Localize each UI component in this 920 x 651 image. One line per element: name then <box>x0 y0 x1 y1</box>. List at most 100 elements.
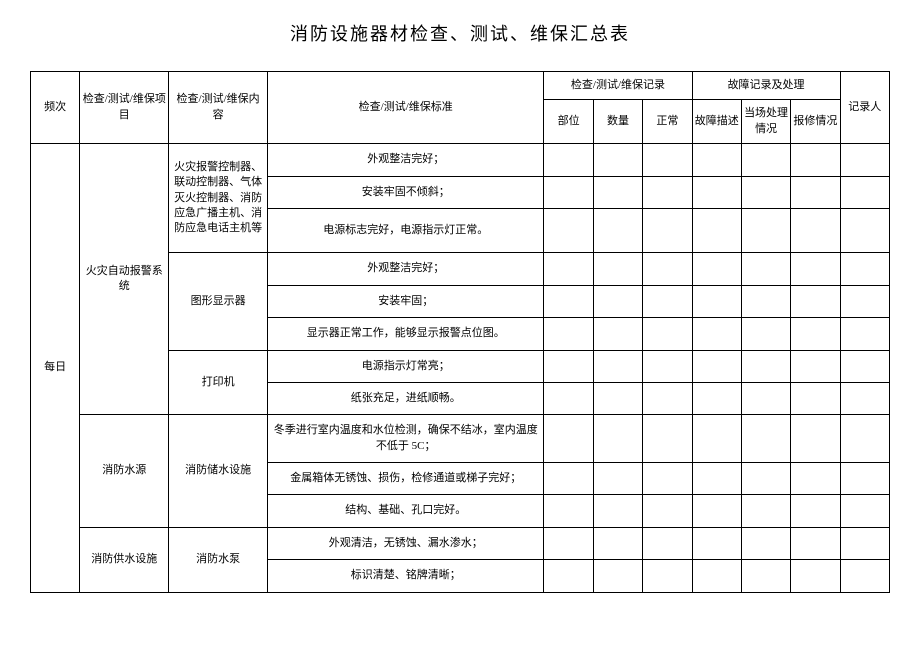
cell-empty <box>593 350 642 382</box>
cell-standard: 外观整洁完好； <box>267 253 544 285</box>
cell-empty <box>791 144 840 176</box>
cell-empty <box>692 415 741 463</box>
cell-standard: 电源指示灯常亮； <box>267 350 544 382</box>
cell-empty <box>692 176 741 208</box>
cell-empty <box>791 463 840 495</box>
cell-empty <box>593 208 642 252</box>
cell-empty <box>791 350 840 382</box>
cell-frequency: 每日 <box>31 144 80 592</box>
cell-empty <box>840 560 889 592</box>
cell-standard: 纸张充足，进纸顺畅。 <box>267 382 544 414</box>
cell-empty <box>643 495 692 527</box>
cell-empty <box>544 495 593 527</box>
header-recorder: 记录人 <box>840 72 889 144</box>
cell-empty <box>544 527 593 559</box>
header-content: 检查/测试/维保内容 <box>169 72 268 144</box>
header-quantity: 数量 <box>593 100 642 144</box>
cell-empty <box>741 527 790 559</box>
cell-empty <box>840 285 889 317</box>
cell-empty <box>791 560 840 592</box>
cell-project-alarm: 火灾自动报警系统 <box>80 144 169 415</box>
cell-empty <box>741 208 790 252</box>
cell-empty <box>593 318 642 350</box>
cell-empty <box>692 382 741 414</box>
cell-empty <box>791 495 840 527</box>
cell-empty <box>593 495 642 527</box>
header-fault-desc: 故障描述 <box>692 100 741 144</box>
cell-empty <box>692 253 741 285</box>
cell-empty <box>593 560 642 592</box>
cell-standard: 安装牢固； <box>267 285 544 317</box>
cell-empty <box>741 176 790 208</box>
cell-empty <box>791 208 840 252</box>
cell-empty <box>840 253 889 285</box>
cell-empty <box>544 318 593 350</box>
cell-standard: 外观整洁完好； <box>267 144 544 176</box>
header-repair: 报修情况 <box>791 100 840 144</box>
cell-empty <box>741 495 790 527</box>
cell-empty <box>741 253 790 285</box>
cell-standard: 外观清洁，无锈蚀、漏水渗水； <box>267 527 544 559</box>
cell-empty <box>593 285 642 317</box>
cell-empty <box>544 144 593 176</box>
cell-standard: 金属箱体无锈蚀、损伤，检修通道或梯子完好； <box>267 463 544 495</box>
cell-empty <box>544 350 593 382</box>
cell-empty <box>692 350 741 382</box>
cell-empty <box>791 415 840 463</box>
cell-empty <box>741 382 790 414</box>
cell-empty <box>593 527 642 559</box>
cell-empty <box>544 463 593 495</box>
cell-empty <box>643 253 692 285</box>
cell-empty <box>544 208 593 252</box>
cell-content-display: 图形显示器 <box>169 253 268 350</box>
cell-content-printer: 打印机 <box>169 350 268 415</box>
cell-empty <box>643 285 692 317</box>
cell-empty <box>741 350 790 382</box>
cell-empty <box>544 253 593 285</box>
cell-empty <box>593 415 642 463</box>
cell-content-pump: 消防水泵 <box>169 527 268 592</box>
cell-empty <box>840 463 889 495</box>
cell-empty <box>643 382 692 414</box>
cell-empty <box>791 318 840 350</box>
cell-empty <box>544 560 593 592</box>
cell-empty <box>593 144 642 176</box>
cell-empty <box>692 144 741 176</box>
cell-empty <box>692 527 741 559</box>
cell-empty <box>692 495 741 527</box>
cell-empty <box>741 415 790 463</box>
cell-project-supply: 消防供水设施 <box>80 527 169 592</box>
cell-empty <box>840 144 889 176</box>
cell-empty <box>692 208 741 252</box>
cell-standard: 冬季进行室内温度和水位检测，确保不结冰，室内温度不低于 5C； <box>267 415 544 463</box>
cell-empty <box>741 318 790 350</box>
cell-empty <box>643 176 692 208</box>
cell-empty <box>692 318 741 350</box>
cell-standard: 电源标志完好，电源指示灯正常。 <box>267 208 544 252</box>
header-normal: 正常 <box>643 100 692 144</box>
cell-empty <box>840 382 889 414</box>
cell-empty <box>593 463 642 495</box>
cell-empty <box>544 382 593 414</box>
cell-empty <box>791 285 840 317</box>
header-record-group: 检查/测试/维保记录 <box>544 72 692 100</box>
cell-empty <box>692 463 741 495</box>
cell-empty <box>643 560 692 592</box>
cell-empty <box>840 350 889 382</box>
cell-empty <box>593 176 642 208</box>
cell-project-water: 消防水源 <box>80 415 169 528</box>
cell-empty <box>643 318 692 350</box>
cell-empty <box>692 560 741 592</box>
cell-standard: 结构、基础、孔口完好。 <box>267 495 544 527</box>
cell-content-storage: 消防储水设施 <box>169 415 268 528</box>
header-location: 部位 <box>544 100 593 144</box>
cell-empty <box>593 253 642 285</box>
cell-empty <box>791 527 840 559</box>
page-title: 消防设施器材检查、测试、维保汇总表 <box>30 20 890 46</box>
cell-empty <box>741 144 790 176</box>
cell-empty <box>791 176 840 208</box>
cell-empty <box>643 350 692 382</box>
header-standard: 检查/测试/维保标准 <box>267 72 544 144</box>
inspection-table: 频次 检查/测试/维保项目 检查/测试/维保内容 检查/测试/维保标准 检查/测… <box>30 71 890 593</box>
cell-content-controllers: 火灾报警控制器、联动控制器、气体灭火控制器、消防应急广播主机、消防应急电话主机等 <box>169 144 268 253</box>
